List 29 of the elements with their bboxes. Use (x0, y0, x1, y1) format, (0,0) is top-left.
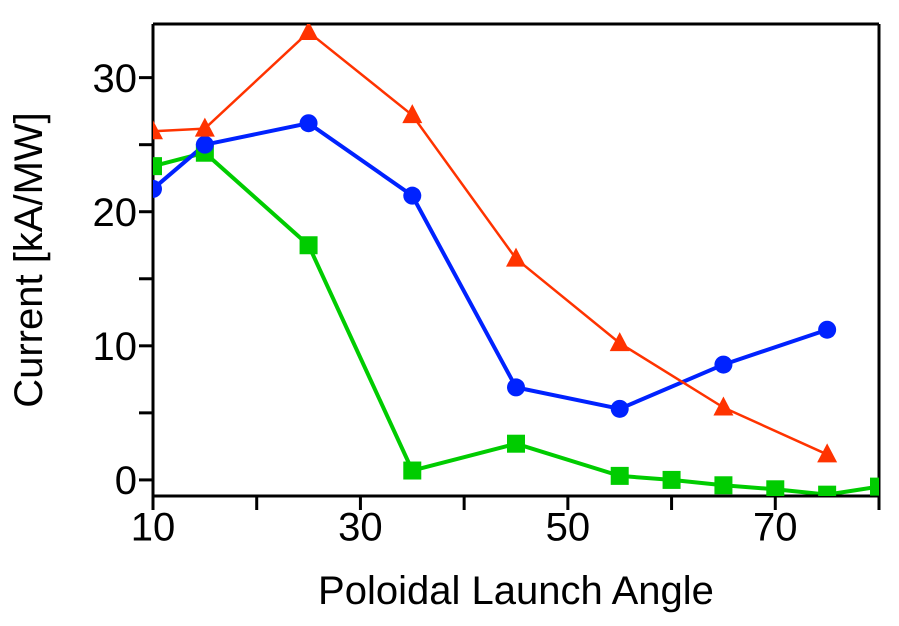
y-axis-title: Current [kA/MW] (7, 112, 52, 408)
x-tick-label: 30 (338, 505, 383, 550)
point (610, 400, 629, 418)
point (714, 356, 732, 374)
point (194, 118, 215, 137)
point (818, 320, 836, 339)
x-tick-label: 10 (130, 505, 176, 550)
point (403, 186, 422, 205)
y-tick-label: 10 (92, 325, 137, 370)
point (300, 114, 318, 132)
x-axis-title: Poloidal Launch Angle (318, 569, 714, 613)
point (402, 104, 422, 124)
y-tick-label: 0 (114, 459, 137, 504)
point (817, 443, 838, 462)
point (403, 462, 422, 480)
point (610, 466, 629, 485)
point (507, 378, 525, 396)
point (714, 476, 732, 494)
y-tick-label: 20 (92, 190, 137, 235)
point (662, 470, 681, 489)
x-tick-label: 50 (546, 505, 590, 550)
point (506, 248, 526, 267)
point (507, 434, 525, 453)
point (610, 332, 630, 352)
point (196, 136, 214, 154)
x-tick-label: 70 (753, 505, 798, 550)
point (713, 396, 734, 416)
point (300, 236, 318, 254)
y-tick-label: 30 (92, 56, 137, 101)
